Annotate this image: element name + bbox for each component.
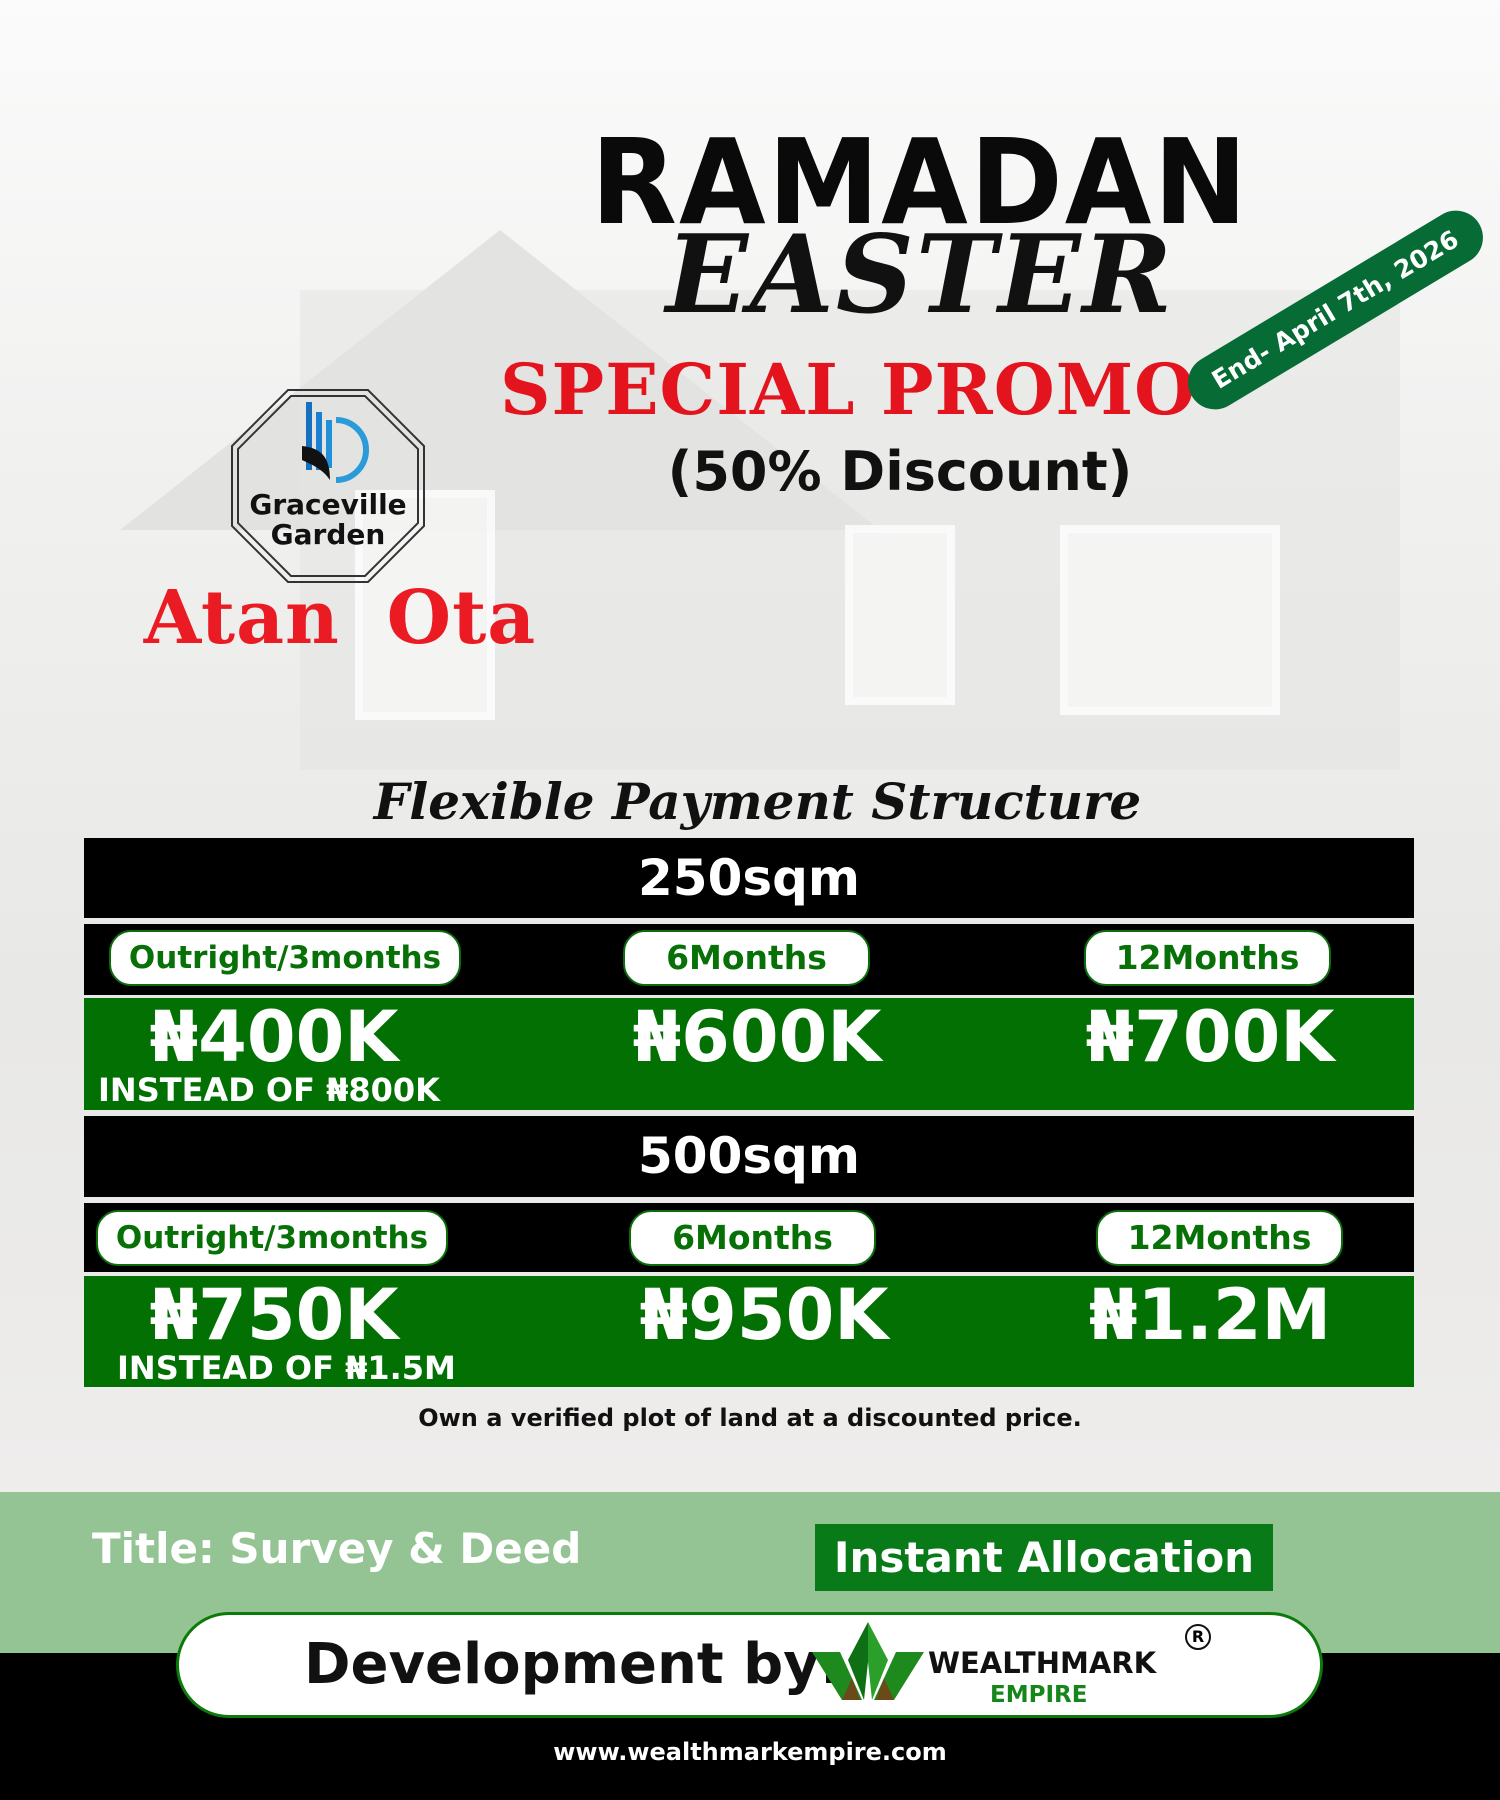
section-title: Flexible Payment Structure [373, 772, 1142, 831]
plan-prices-row: ₦400K INSTEAD OF ₦800K ₦600K ₦700K [84, 998, 1414, 1110]
title-document-text: Title: Survey & Deed [92, 1524, 582, 1573]
option-12months: 12Months [1096, 1210, 1343, 1266]
instant-allocation-badge: Instant Allocation [815, 1524, 1273, 1591]
price-outright: ₦750K [149, 1274, 399, 1356]
wealthmark-logo-icon [812, 1622, 924, 1700]
option-6months: 6Months [629, 1210, 876, 1266]
headline-special-promo: SPECIAL PROMO [500, 348, 1197, 431]
option-outright: Outright/3months [109, 930, 461, 986]
option-outright: Outright/3months [96, 1210, 448, 1266]
logo-name-line2: Garden [270, 518, 386, 551]
window-graphic [845, 525, 955, 705]
developer-pill [176, 1612, 1323, 1718]
headline-ramadan: RAMADAN [590, 114, 1250, 252]
original-price-note: INSTEAD OF ₦1.5M [117, 1349, 456, 1387]
plan-prices-row: ₦750K INSTEAD OF ₦1.5M ₦950K ₦1.2M [84, 1276, 1414, 1387]
registered-mark-icon: R [1185, 1624, 1211, 1650]
price-6months: ₦600K [632, 996, 882, 1078]
location-text: Atan Ota [143, 575, 537, 661]
wealthmark-brand-sub: EMPIRE [990, 1682, 1088, 1708]
plan-size-500: 500sqm [84, 1116, 1414, 1197]
headline-easter: EASTER [665, 212, 1175, 338]
price-12months: ₦700K [1085, 996, 1335, 1078]
price-6months: ₦950K [639, 1274, 889, 1356]
window-graphic [355, 490, 495, 720]
developer-label: Development by: [304, 1632, 843, 1697]
website-link[interactable]: www.wealthmarkempire.com [553, 1738, 947, 1766]
original-price-note: INSTEAD OF ₦800K [98, 1071, 440, 1109]
price-12months: ₦1.2M [1088, 1274, 1332, 1356]
plan-size-250: 250sqm [84, 838, 1414, 918]
option-12months: 12Months [1084, 930, 1331, 986]
price-outright: ₦400K [149, 996, 399, 1078]
logo-name-line1: Graceville [249, 488, 407, 521]
wealthmark-brand: WEALTHMARK [928, 1646, 1157, 1680]
caption-text: Own a verified plot of land at a discoun… [418, 1404, 1082, 1432]
window-graphic [1060, 525, 1280, 715]
graceville-logo-icon [231, 389, 425, 583]
discount-text: (50% Discount) [667, 440, 1133, 503]
plan-options-row: Outright/3months 6Months 12Months [84, 924, 1414, 995]
option-6months: 6Months [623, 930, 870, 986]
plan-options-row: Outright/3months 6Months 12Months [84, 1203, 1414, 1272]
